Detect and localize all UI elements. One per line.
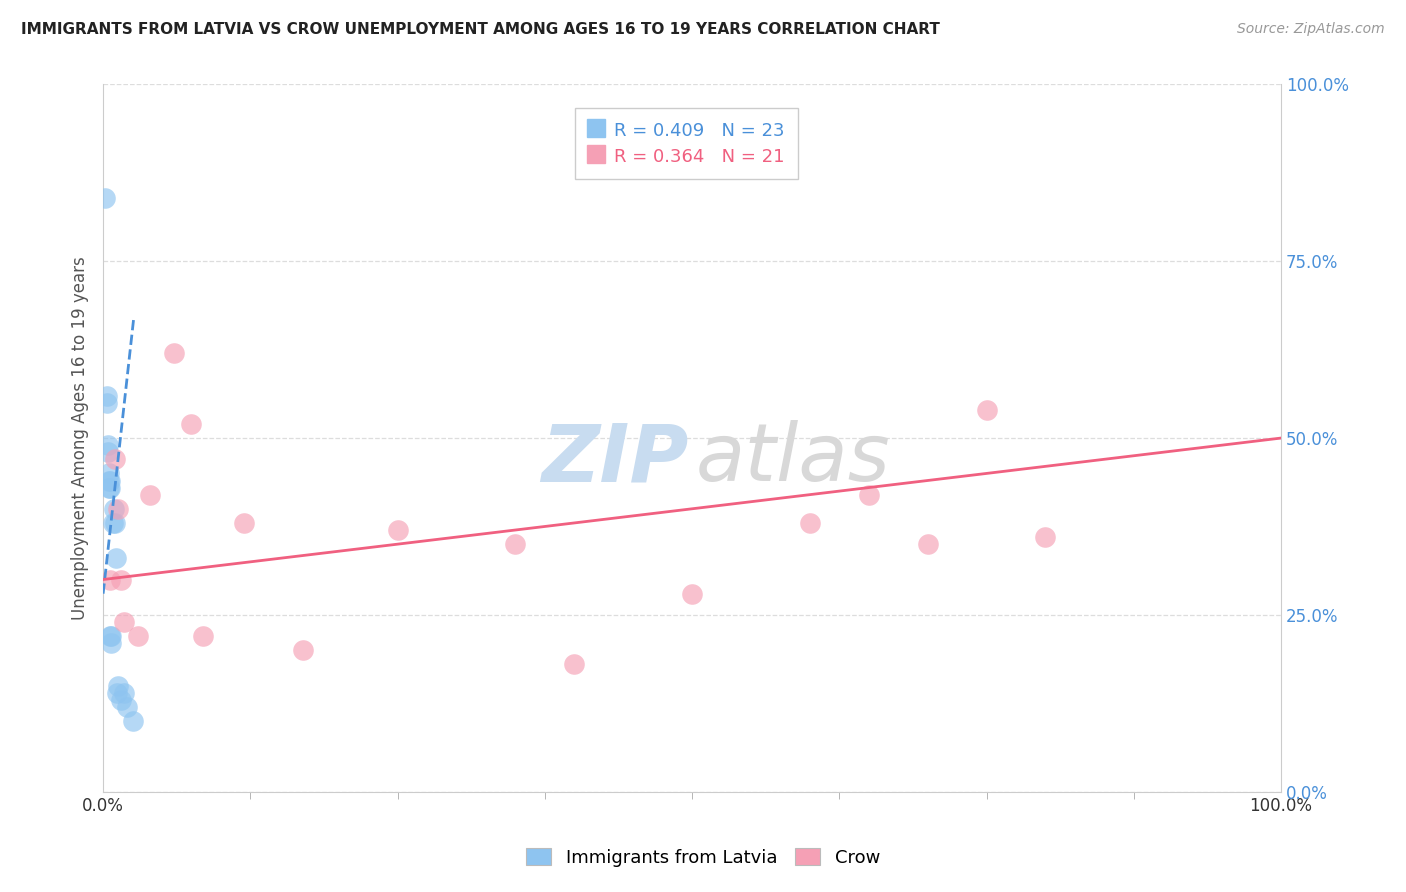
Point	[917, 537, 939, 551]
Point	[98, 573, 121, 587]
Point	[97, 438, 120, 452]
Point	[1035, 530, 1057, 544]
Point	[121, 714, 143, 728]
Point	[101, 516, 124, 530]
Point	[139, 488, 162, 502]
Point	[100, 636, 122, 650]
Point	[180, 417, 202, 431]
Point	[105, 551, 128, 566]
Point	[96, 395, 118, 409]
Point	[98, 474, 121, 488]
Point	[163, 346, 186, 360]
Point	[193, 629, 215, 643]
Point	[97, 445, 120, 459]
Point	[107, 501, 129, 516]
Point	[858, 488, 880, 502]
Point	[98, 467, 121, 481]
Point	[387, 523, 409, 537]
Point	[103, 501, 125, 516]
Text: atlas: atlas	[696, 420, 890, 499]
Point	[107, 679, 129, 693]
Point	[127, 629, 149, 643]
Point	[292, 643, 315, 657]
Point	[976, 402, 998, 417]
Point	[98, 481, 121, 495]
Text: ZIP: ZIP	[541, 420, 689, 499]
Point	[94, 191, 117, 205]
Point	[98, 629, 121, 643]
Point	[110, 692, 132, 706]
Point	[112, 686, 135, 700]
Point	[115, 699, 138, 714]
Text: IMMIGRANTS FROM LATVIA VS CROW UNEMPLOYMENT AMONG AGES 16 TO 19 YEARS CORRELATIO: IMMIGRANTS FROM LATVIA VS CROW UNEMPLOYM…	[21, 22, 941, 37]
Point	[96, 389, 118, 403]
Point	[110, 573, 132, 587]
Point	[98, 474, 121, 488]
Point	[799, 516, 821, 530]
Point	[105, 686, 128, 700]
Y-axis label: Unemployment Among Ages 16 to 19 years: Unemployment Among Ages 16 to 19 years	[72, 256, 89, 620]
Point	[100, 629, 122, 643]
Point	[112, 615, 135, 629]
Point	[104, 452, 127, 467]
Point	[562, 657, 585, 672]
Point	[104, 516, 127, 530]
Point	[233, 516, 256, 530]
Point	[98, 481, 121, 495]
Legend: Immigrants from Latvia, Crow: Immigrants from Latvia, Crow	[519, 841, 887, 874]
Point	[681, 587, 703, 601]
Text: Source: ZipAtlas.com: Source: ZipAtlas.com	[1237, 22, 1385, 37]
Legend: R = 0.409   N = 23, R = 0.364   N = 21: R = 0.409 N = 23, R = 0.364 N = 21	[575, 108, 797, 178]
Point	[505, 537, 527, 551]
